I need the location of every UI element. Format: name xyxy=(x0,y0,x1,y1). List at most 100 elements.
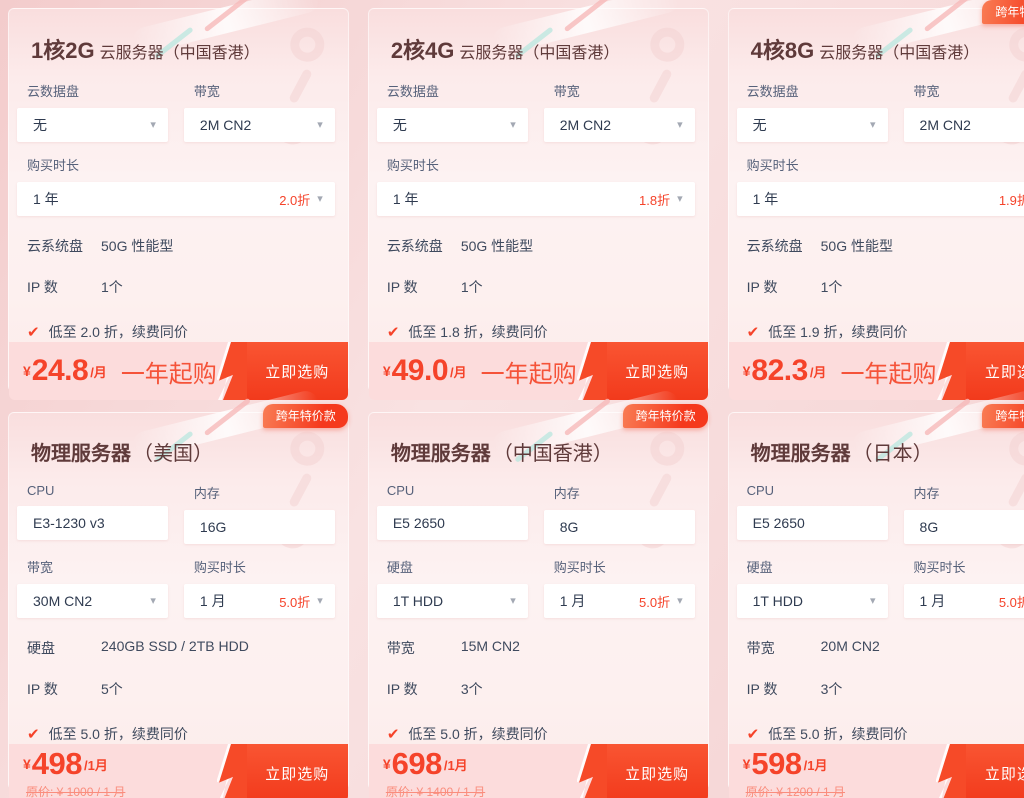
field-label: CPU xyxy=(746,483,775,498)
buy-button[interactable]: 立即选购 xyxy=(936,342,1024,400)
field-label: CPU xyxy=(386,483,415,498)
field-label: 带宽 xyxy=(553,84,580,99)
price-bar: ¥49.0/月 一年起购 立即选购 xyxy=(368,342,708,400)
buy-button[interactable]: 立即选购 xyxy=(216,342,348,400)
select-value: 2M CN2 xyxy=(559,117,612,133)
discount-tag: 5.0折 xyxy=(998,594,1024,610)
card-title: 物理服务器 （中国香港） xyxy=(391,437,695,467)
cpu-input[interactable]: E5 2650 xyxy=(736,506,888,540)
card-spec: 4核8G xyxy=(750,38,815,63)
field-label: 购买时长 xyxy=(386,158,439,173)
cpu-input[interactable]: E3-1230 v3 xyxy=(17,506,168,540)
card-title: 1核2G 云服务器（中国香港） xyxy=(31,33,335,65)
field-label: 云数据盘 xyxy=(746,84,799,99)
select-value: 1T HDD xyxy=(752,593,803,609)
memory-input[interactable]: 8G xyxy=(903,510,1024,544)
memory-input[interactable]: 16G xyxy=(183,510,335,544)
price-bar: ¥598/1月 原价: ¥ 1200 / 1 月 立即选购 xyxy=(728,744,1024,798)
chevron-down-icon: ▾ xyxy=(150,118,156,131)
card-spec: 物理服务器 xyxy=(390,443,491,465)
card-spec: 物理服务器 xyxy=(750,443,851,465)
buy-button[interactable]: 立即选购 xyxy=(576,342,708,400)
cloud-data-disk-select[interactable]: 无 ▾ xyxy=(376,108,528,142)
duration-select[interactable]: 1 年1.9折▾ xyxy=(736,182,1024,216)
card-title: 4核8G 云服务器（中国香港） xyxy=(751,33,1024,65)
card-region: （中国香港） xyxy=(492,443,613,465)
card-region: 云服务器（中国香港） xyxy=(819,45,980,62)
product-card-physical-us: 跨年特价款 物理服务器 （美国） CPU E3-1230 v3 内存 16G 带宽… xyxy=(8,388,349,798)
field-label: 购买时长 xyxy=(553,560,606,575)
memory-input[interactable]: 8G xyxy=(543,510,695,544)
field-label: 带宽 xyxy=(27,560,54,575)
chevron-down-icon: ▾ xyxy=(317,118,323,131)
cpu-input[interactable]: E5 2650 xyxy=(376,506,528,540)
chevron-down-icon: ▾ xyxy=(677,192,683,205)
chevron-down-icon: ▾ xyxy=(677,118,683,131)
chevron-down-icon: ▾ xyxy=(677,594,683,607)
discount-tag: 2.0折 xyxy=(279,192,311,208)
cloud-data-disk-select[interactable]: 无 ▾ xyxy=(17,108,168,142)
chevron-down-icon: ▾ xyxy=(870,118,876,131)
spec-row: IP 数 3个 xyxy=(386,681,483,697)
card-spec: 物理服务器 xyxy=(31,443,131,465)
ribbon-bolt-icon xyxy=(216,744,247,798)
chevron-down-icon: ▾ xyxy=(870,594,876,607)
price-amount: 498 xyxy=(31,746,83,781)
bandwidth-select[interactable]: 30M CN2 ▾ xyxy=(17,584,168,618)
select-value: 无 xyxy=(33,117,47,133)
discount-tag: 5.0折 xyxy=(279,594,311,610)
input-value: E5 2650 xyxy=(392,515,445,531)
field-label: 内存 xyxy=(913,486,940,501)
discount-tag: 1.8折 xyxy=(639,192,671,208)
select-value: 1 年 xyxy=(752,191,779,207)
cloud-data-disk-select[interactable]: 无 ▾ xyxy=(736,108,888,142)
select-value: 1 年 xyxy=(392,191,419,207)
promo-badge: 跨年特价款 xyxy=(262,404,348,428)
original-price: 原价: ¥ 1000 / 1 月 xyxy=(26,785,126,798)
chevron-down-icon: ▾ xyxy=(317,192,323,205)
field-label: 购买时长 xyxy=(27,158,80,173)
buy-button[interactable]: 立即选购 xyxy=(936,744,1024,798)
field-label: 购买时长 xyxy=(193,560,246,575)
check-icon: ✔ xyxy=(746,726,760,743)
bandwidth-select[interactable]: 2M CN2▾ xyxy=(903,108,1024,142)
bandwidth-select[interactable]: 2M CN2 ▾ xyxy=(543,108,695,142)
price-amount: 82.3 xyxy=(751,354,808,387)
spec-row: 云系统盘 50G 性能型 xyxy=(386,238,534,254)
duration-select[interactable]: 1 月5.0折▾ xyxy=(903,584,1024,618)
ribbon-bolt-icon xyxy=(936,744,967,798)
field-label: 带宽 xyxy=(193,84,220,99)
select-value: 1 月 xyxy=(919,593,946,609)
original-price: 原价: ¥ 1200 / 1 月 xyxy=(745,785,846,798)
price-amount: 49.0 xyxy=(391,354,449,387)
price: ¥49.0/月 一年起购 xyxy=(382,354,577,388)
price-bar: ¥24.8/月 一年起购 立即选购 xyxy=(9,342,348,400)
buy-button[interactable]: 立即选购 xyxy=(216,744,348,798)
duration-select[interactable]: 1 年 1.8折 ▾ xyxy=(376,182,695,216)
check-icon: ✔ xyxy=(746,324,760,341)
field-label: 购买时长 xyxy=(913,560,966,575)
input-value: E5 2650 xyxy=(752,515,805,531)
field-label: CPU xyxy=(27,483,55,498)
chevron-down-icon: ▾ xyxy=(510,594,516,607)
card-spec: 2核4G xyxy=(390,38,455,63)
field-label: 购买时长 xyxy=(746,158,799,173)
spec-row: IP 数 1个 xyxy=(27,279,123,295)
select-value: 1 月 xyxy=(199,593,226,609)
card-region: （日本） xyxy=(852,443,933,465)
card-region: 云服务器（中国香港） xyxy=(459,45,620,62)
card-region: （美国） xyxy=(133,443,213,465)
price-amount: 24.8 xyxy=(31,354,89,387)
disk-select[interactable]: 1T HDD ▾ xyxy=(376,584,528,618)
buy-button[interactable]: 立即选购 xyxy=(576,744,708,798)
price-bar: ¥698/1月 原价: ¥ 1400 / 1 月 立即选购 xyxy=(368,744,708,798)
price: ¥698/1月 原价: ¥ 1400 / 1 月 xyxy=(382,746,486,798)
duration-select[interactable]: 1 年 2.0折 ▾ xyxy=(17,182,335,216)
bandwidth-select[interactable]: 2M CN2▾ xyxy=(183,108,335,142)
disk-select[interactable]: 1T HDD ▾ xyxy=(736,584,888,618)
input-value: 16G xyxy=(199,519,227,535)
